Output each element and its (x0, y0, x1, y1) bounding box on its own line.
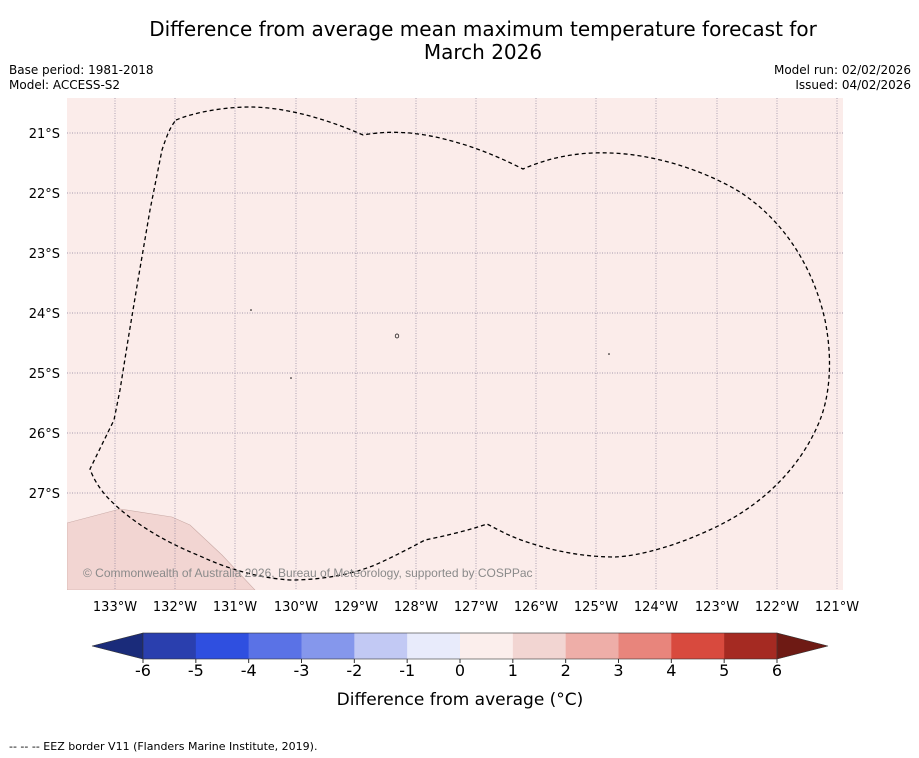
colorbar-segment (565, 633, 619, 659)
lon-label: 126°W (514, 600, 558, 615)
colorbar: -6 -5 -4 -3 -2 -1 0 1 2 3 4 5 6 (91, 632, 829, 680)
title-line-2: March 2026 (423, 40, 543, 64)
eez-border (89, 106, 831, 581)
lon-label: 127°W (454, 600, 498, 615)
lon-label: 131°W (213, 600, 257, 615)
colorbar-segment (512, 633, 566, 659)
colorbar-tick-label: 1 (508, 661, 518, 680)
lat-label: 26°S (29, 427, 60, 442)
colorbar-segment (618, 633, 672, 659)
island-marker (250, 309, 252, 311)
lon-label: 125°W (574, 600, 618, 615)
lon-label: 130°W (274, 600, 318, 615)
warm-anomaly-region (67, 508, 256, 590)
lat-label: 27°S (29, 487, 60, 502)
colorbar-underflow (91, 632, 144, 660)
island-marker (290, 377, 292, 379)
lon-label: 124°W (634, 600, 678, 615)
longitude-gridlines (114, 98, 838, 590)
colorbar-label: Difference from average (°C) (337, 690, 584, 710)
lat-label: 23°S (29, 247, 60, 262)
colorbar-segment (724, 633, 778, 659)
colorbar-segment (407, 633, 461, 659)
model-name: Model: ACCESS-S2 (9, 78, 121, 92)
ocean-area (67, 98, 843, 590)
chart-title: Difference from average mean maximum tem… (0, 18, 919, 64)
lon-label: 122°W (755, 600, 799, 615)
colorbar-tick-label: 3 (613, 661, 623, 680)
colorbar-tick-label: -2 (346, 661, 362, 680)
copyright-watermark: © Commonwealth of Australia 2026, Bureau… (83, 566, 533, 580)
issued-date: Issued: 04/02/2026 (795, 78, 911, 92)
colorbar-segment (671, 633, 725, 659)
colorbar-tick-label: -1 (399, 661, 415, 680)
lon-label: 129°W (334, 600, 378, 615)
colorbar-tick-label: -5 (188, 661, 204, 680)
colorbar-overflow (776, 632, 829, 660)
colorbar-segment (248, 633, 302, 659)
base-period: Base period: 1981-2018 (9, 63, 154, 77)
colorbar-segment (460, 633, 514, 659)
eez-credit: -- -- -- EEZ border V11 (Flanders Marine… (9, 740, 318, 753)
colorbar-tick-label: 5 (719, 661, 729, 680)
colorbar-tick-label: -3 (294, 661, 310, 680)
colorbar-segment (354, 633, 408, 659)
meta-right: Model run: 02/02/2026 Issued: 04/02/2026 (774, 63, 911, 93)
colorbar-segment (301, 633, 355, 659)
colorbar-tick-label: 6 (772, 661, 782, 680)
meta-left: Base period: 1981-2018 Model: ACCESS-S2 (9, 63, 154, 93)
lon-label: 121°W (815, 600, 859, 615)
lat-label: 24°S (29, 307, 60, 322)
lon-label: 128°W (394, 600, 438, 615)
lon-label: 123°W (695, 600, 739, 615)
lat-label: 22°S (29, 187, 60, 202)
title-line-1: Difference from average mean maximum tem… (149, 17, 817, 41)
island-marker (608, 353, 610, 355)
colorbar-segment (143, 633, 197, 659)
lat-label: 21°S (29, 127, 60, 142)
latitude-gridlines (67, 132, 843, 494)
lat-label: 25°S (29, 367, 60, 382)
colorbar-tick-label: 4 (666, 661, 676, 680)
colorbar-tick-label: -6 (135, 661, 151, 680)
island-marker (394, 333, 400, 339)
colorbar-tick-label: -4 (241, 661, 257, 680)
lon-label: 133°W (93, 600, 137, 615)
colorbar-tick-label: 0 (455, 661, 465, 680)
lon-label: 132°W (153, 600, 197, 615)
colorbar-segment (195, 633, 249, 659)
colorbar-tick-label: 2 (561, 661, 571, 680)
model-run: Model run: 02/02/2026 (773, 63, 911, 77)
